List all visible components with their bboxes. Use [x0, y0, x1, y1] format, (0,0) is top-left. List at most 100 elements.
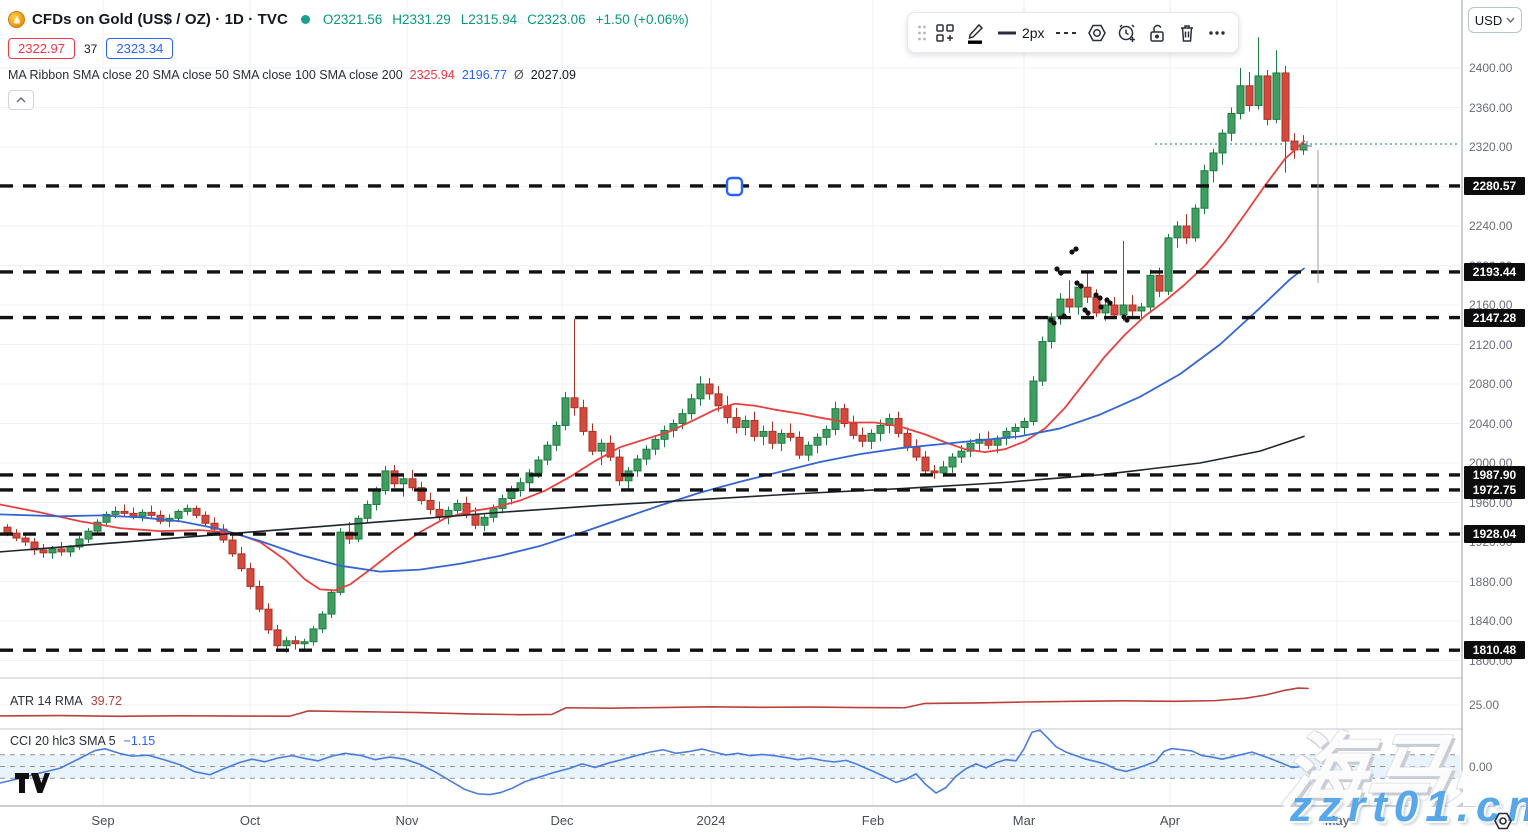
candle-body — [1110, 304, 1119, 316]
candle-body — [237, 553, 246, 570]
ma-ribbon-legend[interactable]: MA Ribbon SMA close 20 SMA close 50 SMA … — [8, 68, 689, 82]
high-value: H2331.29 — [392, 11, 451, 27]
gold-symbol-icon — [8, 10, 25, 28]
candle-body — [336, 531, 345, 593]
site-watermark: zzrt01.cn — [1290, 782, 1528, 831]
candle-body — [966, 442, 975, 452]
candle-body — [1128, 304, 1137, 312]
timezone-settings-icon[interactable] — [1492, 810, 1514, 832]
candle-body — [201, 514, 210, 524]
candle-body — [57, 548, 66, 553]
price-tick-label: 2360.00 — [1469, 100, 1513, 115]
brush-dot-annotation — [1058, 270, 1064, 276]
price-axis[interactable]: 2400.002360.002320.002240.002200.002160.… — [1463, 0, 1528, 806]
candle-body — [840, 408, 849, 424]
color-pencil-icon[interactable] — [962, 18, 988, 48]
line-width-label: 2px — [1021, 24, 1045, 41]
cci-label: CCI 20 hlc3 SMA 5 — [10, 734, 116, 748]
candle-body — [687, 398, 696, 415]
price-tick-label: 2240.00 — [1469, 219, 1513, 233]
candle-body — [768, 430, 777, 444]
line-anchor-handle[interactable] — [725, 176, 744, 197]
add-alert-icon[interactable] — [1114, 18, 1140, 48]
candle-body — [120, 510, 129, 514]
candle-body — [1038, 341, 1047, 382]
line-width-button[interactable]: 2px — [992, 18, 1051, 48]
ma-line-sma20 — [0, 140, 1305, 592]
delete-icon[interactable] — [1174, 18, 1200, 48]
brush-dot-annotation — [1061, 313, 1067, 319]
time-tick-label: 2024 — [696, 813, 726, 828]
candle-body — [1146, 274, 1155, 308]
candle-body — [525, 472, 534, 484]
candle-body — [417, 487, 426, 502]
price-level-label: 1972.75 — [1464, 480, 1525, 499]
more-options-icon[interactable] — [1204, 18, 1230, 48]
sell-button[interactable]: 2322.97 — [8, 38, 75, 59]
time-axis[interactable]: Sep Oct Nov Dec 2024 Feb Mar Apr May — [0, 807, 1528, 834]
currency-selector[interactable]: USD — [1468, 7, 1522, 33]
brush-dot-annotation — [1078, 283, 1084, 289]
candle-body — [1272, 72, 1281, 120]
ma50-value: 2196.77 — [461, 68, 508, 82]
candle-body — [183, 507, 192, 512]
price-tick-label: 2080.00 — [1469, 377, 1513, 391]
atr-indicator-legend[interactable]: ATR 14 RMA 39.72 — [10, 694, 122, 708]
candle-body — [228, 539, 237, 555]
candle-body — [480, 516, 489, 526]
candle-body — [822, 428, 831, 438]
change-value: +1.50 (+0.06%) — [595, 11, 689, 27]
add-to-layout-icon[interactable] — [932, 18, 958, 48]
candle-body — [300, 641, 309, 645]
symbol-header: CFDs on Gold (US$ / OZ) · 1D · TVC O2321… — [8, 8, 689, 110]
symbol-title[interactable]: CFDs on Gold (US$ / OZ) · 1D · TVC — [32, 10, 288, 28]
unlock-icon[interactable] — [1144, 18, 1170, 48]
price-tick-label: 2040.00 — [1469, 416, 1513, 431]
drag-handle-icon[interactable] — [916, 18, 928, 48]
brush-dot-annotation — [1098, 304, 1104, 310]
candle-body — [1245, 85, 1254, 107]
settings-icon[interactable] — [1084, 18, 1110, 48]
candle-body — [327, 591, 336, 615]
candle-body — [696, 383, 705, 400]
cci-value: −1.15 — [123, 734, 156, 748]
atr-value: 39.72 — [90, 694, 122, 708]
tradingview-logo[interactable] — [14, 772, 50, 794]
brush-dot-annotation — [1069, 249, 1075, 255]
candle-body — [1236, 85, 1245, 114]
price-tick-label: 2160.00 — [1469, 298, 1513, 312]
atr-line — [0, 687, 1309, 718]
candle-body — [471, 513, 480, 526]
time-tick-label: Mar — [1012, 813, 1036, 828]
candle-body — [66, 546, 75, 553]
price-tick-label: 1880.00 — [1469, 574, 1513, 589]
candle-body — [138, 511, 147, 517]
market-status-icon[interactable] — [300, 14, 310, 24]
cci-line — [0, 729, 1303, 796]
candle-body — [210, 522, 219, 530]
brush-dot-annotation — [1097, 295, 1103, 301]
collapse-legend-button[interactable] — [8, 90, 34, 110]
candle-body — [552, 424, 561, 446]
candle-body — [48, 548, 57, 554]
line-style-icon[interactable] — [1055, 18, 1081, 48]
price-tick-label: 1840.00 — [1469, 614, 1513, 628]
candle-body — [192, 507, 201, 516]
candle-body — [444, 509, 453, 517]
time-tick-label: Sep — [91, 813, 115, 828]
candle-body — [264, 608, 273, 631]
candle-body — [246, 568, 255, 587]
candle-body — [309, 628, 318, 643]
cci-indicator-legend[interactable]: CCI 20 hlc3 SMA 5 −1.15 — [10, 734, 155, 748]
candle-body — [678, 413, 687, 424]
line-width-icon — [997, 31, 1016, 34]
candle-body — [597, 442, 606, 452]
price-tick-label: 2320.00 — [1469, 140, 1513, 154]
candle-body — [1164, 237, 1173, 292]
drawing-toolbar: 2px — [907, 12, 1239, 53]
candle-body — [1020, 421, 1029, 428]
candle-body — [1137, 306, 1146, 312]
candle-body — [21, 537, 30, 543]
buy-button[interactable]: 2323.34 — [106, 38, 174, 59]
